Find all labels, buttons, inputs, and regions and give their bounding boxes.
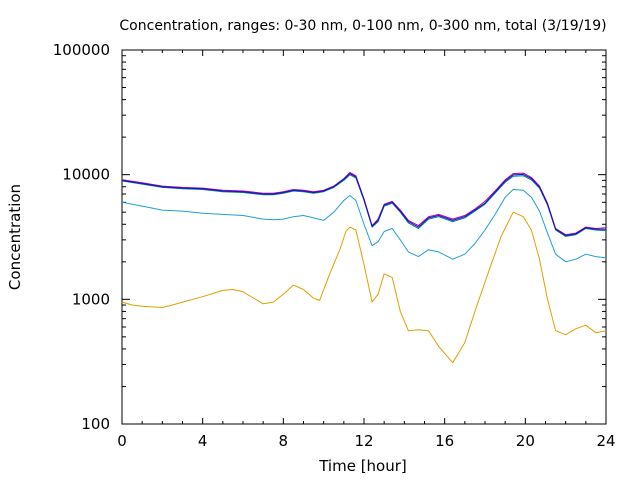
series-group [121, 172, 607, 364]
y-tick-label: 100 [81, 415, 110, 433]
x-tick-label: 8 [279, 432, 289, 450]
x-axis: 0 4 8 12 16 20 24 [117, 50, 616, 450]
y-tick-label: 100000 [53, 41, 110, 59]
x-tick-label: 4 [198, 432, 208, 450]
series-line-3 [121, 174, 607, 237]
x-tick-label: 20 [516, 432, 535, 450]
y-axis: 100 1000 10000 100000 [53, 41, 606, 433]
x-tick-label: 24 [596, 432, 615, 450]
x-axis-label: Time [hour] [318, 457, 407, 475]
y-axis-label: Concentration [6, 184, 24, 290]
series-line-2 [121, 189, 607, 263]
chart-title: Concentration, ranges: 0-30 nm, 0-100 nm… [119, 18, 606, 34]
x-tick-label: 16 [435, 432, 454, 450]
y-tick-label: 1000 [72, 290, 110, 308]
series-line-4 [121, 172, 607, 236]
x-tick-label: 12 [354, 432, 373, 450]
series-line-1 [121, 211, 607, 364]
series-line-5 [121, 173, 606, 236]
x-tick-label: 0 [117, 432, 127, 450]
y-tick-label: 10000 [62, 166, 110, 184]
